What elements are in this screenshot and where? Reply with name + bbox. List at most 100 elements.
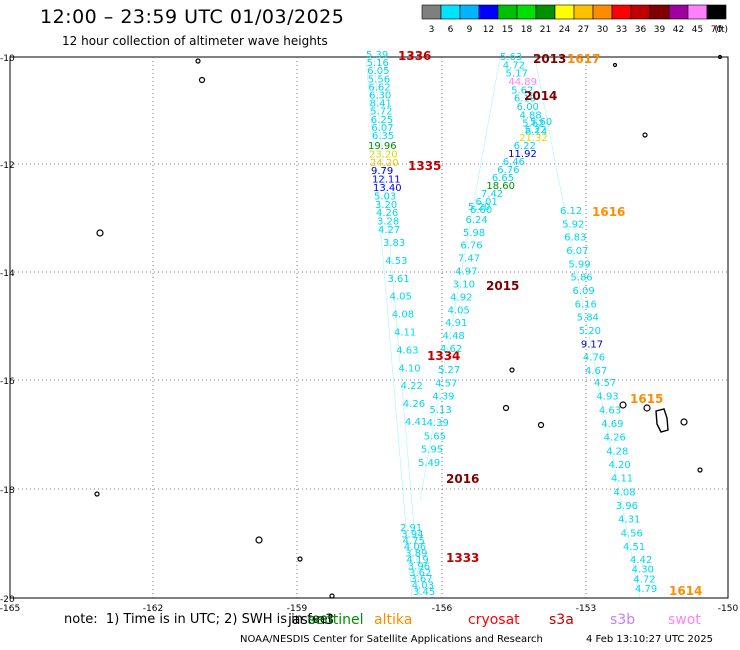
lat-label: -14 bbox=[0, 269, 15, 279]
wave-height-value: 6.22 bbox=[514, 141, 536, 152]
lat-label: -16 bbox=[0, 377, 15, 387]
island-outline bbox=[717, 54, 723, 60]
chart-subtitle: 12 hour collection of altimeter wave hei… bbox=[62, 34, 328, 48]
pass-time-label: 1615 bbox=[630, 392, 663, 406]
wave-height-value: 4.79 bbox=[635, 584, 657, 595]
wave-height-value: 6.09 bbox=[573, 286, 595, 297]
wave-height-value: 4.19 bbox=[407, 555, 429, 566]
wave-height-value: 4.72 bbox=[503, 60, 525, 71]
island-outline bbox=[697, 467, 703, 473]
wave-height-value: 3.61 bbox=[387, 274, 409, 285]
pass-1336: 1336 5.395.166.055.566.626.308.415.726.25… bbox=[366, 49, 431, 142]
pass-1334: 1334 3.83 4.53 3.61 4.05 4.08 4.11 4.63 4.10 4.22… bbox=[383, 238, 460, 428]
scale-label: 3 bbox=[429, 25, 435, 35]
scale-label: 30 bbox=[597, 25, 609, 35]
wave-height-value: 4.06 bbox=[404, 542, 426, 553]
wave-height-value: 5.56 bbox=[368, 74, 390, 85]
scale-label: 42 bbox=[673, 25, 684, 35]
pass-time-label: 2014 bbox=[524, 89, 557, 103]
pass-time-label: 1335 bbox=[408, 159, 441, 173]
wave-height-value: 5.20 bbox=[579, 326, 601, 337]
wave-height-value: 4.28 bbox=[606, 446, 628, 457]
wave-height-value: 3.20 bbox=[375, 200, 397, 211]
wave-height-value: 4.91 bbox=[445, 318, 467, 329]
scale-label: 36 bbox=[635, 25, 647, 35]
wave-height-value: 44.89 bbox=[508, 77, 537, 88]
island-outline bbox=[255, 536, 263, 544]
pass-time-label: 1616 bbox=[592, 205, 625, 219]
wave-height-value: 5.84 bbox=[577, 313, 599, 324]
pass-2014: 2014 5.605.2221.326.2211.926.466.766.6518… bbox=[470, 89, 557, 216]
wave-height-value: 6.24 bbox=[465, 215, 487, 226]
wave-height-value: 6.01 bbox=[475, 197, 497, 208]
wave-height-value: 5.95 bbox=[421, 445, 443, 456]
ground-track bbox=[534, 57, 641, 599]
wave-height-value: 3.83 bbox=[383, 238, 405, 249]
wave-height-value: 4.69 bbox=[601, 419, 623, 430]
wave-height-value: 4.22 bbox=[401, 381, 423, 392]
scale-label: 15 bbox=[502, 25, 513, 35]
island-outline bbox=[198, 76, 206, 84]
wave-height-value: 4.76 bbox=[583, 353, 605, 364]
pass-2015: 2015 5.20 6.24 5.98 6.76 7.47 4.973.10 4.92 4.05… bbox=[440, 202, 519, 355]
island-outline bbox=[509, 367, 515, 373]
wave-height-value: 6.12 bbox=[560, 206, 582, 217]
wave-height-value: 4.26 bbox=[604, 433, 626, 444]
island-outline bbox=[96, 229, 104, 237]
wave-height-value: 6.46 bbox=[503, 157, 525, 168]
pass-time-label: 1614 bbox=[669, 584, 702, 598]
wave-height-value: 4.41 bbox=[405, 417, 427, 428]
wave-height-value: 5.27 bbox=[438, 365, 460, 376]
ground-track bbox=[365, 57, 413, 599]
scale-label: 21 bbox=[540, 25, 551, 35]
pass-2013: 20135.634.725.1744.895.626.196.004.885.6… bbox=[500, 52, 566, 138]
wave-height-value: 6.25 bbox=[371, 115, 393, 126]
wave-height-value: 5.86 bbox=[570, 273, 592, 284]
wave-height-value: 6.65 bbox=[492, 173, 514, 184]
wave-height-value: 5.49 bbox=[418, 458, 440, 469]
wave-height-value: 4.11 bbox=[394, 328, 416, 339]
pass-time-label: 1334 bbox=[427, 349, 460, 363]
ground-track bbox=[419, 57, 501, 501]
wave-height-value: 6.00 bbox=[517, 102, 539, 113]
wave-height-value: 4.51 bbox=[623, 542, 645, 553]
wave-height-value: 5.62 bbox=[511, 85, 533, 96]
pass-1614: 1614 4.424.304.724.79 bbox=[630, 555, 702, 598]
island-outline bbox=[94, 491, 100, 497]
wave-height-value: 4.08 bbox=[613, 487, 635, 498]
wave-height-value: 4.05 bbox=[448, 305, 470, 316]
chart-title: 12:00 – 23:59 UTC 01/03/2025 bbox=[40, 6, 345, 28]
lat-label: -20 bbox=[0, 595, 15, 605]
color-scale: 3 6 9 12 15 18 21 24 27 30 33 36 39 42 45 70(ft) bbox=[421, 4, 728, 35]
wave-height-value: 11.92 bbox=[508, 149, 537, 160]
wave-height-value: 4.26 bbox=[403, 399, 425, 410]
wave-height-value: 4.10 bbox=[398, 363, 420, 374]
pass-1616: 1616 6.12 5.92 6.83 6.07 5.99 5.86 6.09 6.16 5.84… bbox=[560, 205, 625, 377]
generation-timestamp: 4 Feb 13:10:27 UTC 2025 bbox=[586, 634, 713, 645]
wave-height-value: 5.72 bbox=[370, 107, 392, 118]
ground-track bbox=[373, 57, 421, 599]
satellite-jason3: jason3 bbox=[288, 612, 335, 628]
scale-label: 6 bbox=[448, 25, 454, 35]
wave-height-value: 6.35 bbox=[372, 131, 394, 142]
wave-height-value: 5.17 bbox=[506, 69, 528, 80]
map-border bbox=[9, 56, 729, 599]
island-outline bbox=[612, 62, 618, 68]
island-outline bbox=[537, 421, 545, 429]
lon-label: -165 bbox=[0, 604, 20, 614]
lat-label: -10 bbox=[0, 54, 15, 64]
lon-label: -153 bbox=[576, 604, 596, 614]
wave-height-value: 5.60 bbox=[530, 117, 552, 128]
scale-label: 18 bbox=[521, 25, 533, 35]
pass-time-label: 2016 bbox=[446, 472, 479, 486]
island-outline bbox=[680, 418, 688, 426]
wave-height-value: 6.14 bbox=[525, 127, 547, 138]
satellite-altika: altika bbox=[374, 612, 413, 628]
wave-height-value: 24.20 bbox=[370, 158, 399, 169]
wave-height-value: 3.89 bbox=[405, 549, 427, 560]
wave-height-value: 4.75 bbox=[403, 536, 425, 547]
wave-height-value: 5.22 bbox=[525, 125, 547, 136]
scale-label: 39 bbox=[654, 25, 666, 35]
wave-height-value: 3.10 bbox=[453, 279, 475, 290]
wave-height-value: 3.67 bbox=[410, 574, 432, 585]
